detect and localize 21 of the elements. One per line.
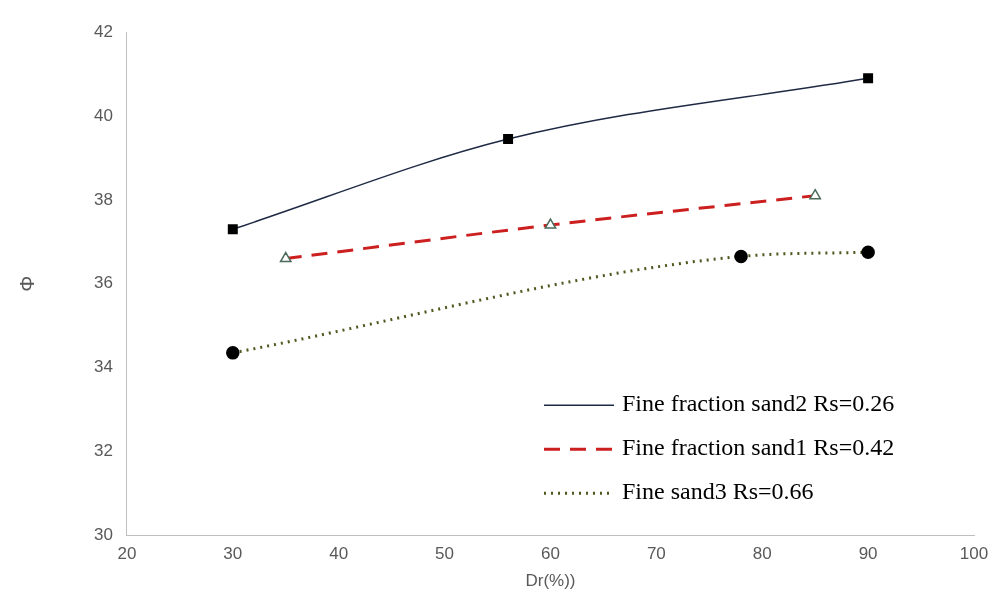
legend-label: Fine sand3 Rs=0.66: [622, 478, 814, 505]
x-tick-label: 50: [435, 544, 455, 564]
y-tick-label: 34: [93, 357, 113, 377]
x-tick-label: 80: [752, 544, 772, 564]
y-tick-label: 32: [93, 441, 113, 461]
x-tick-label: 70: [646, 544, 666, 564]
legend-label: Fine fraction sand1 Rs=0.42: [622, 434, 895, 461]
y-tick-label: 42: [93, 21, 113, 41]
x-tick-label: 20: [117, 544, 137, 564]
y-tick-label: 30: [93, 524, 113, 544]
y-tick-label: 38: [93, 189, 113, 209]
y-tick-label: 36: [93, 273, 113, 293]
x-tick-label: 60: [540, 544, 560, 564]
x-tick-label: 30: [223, 544, 243, 564]
y-axis-title: Φ: [15, 275, 38, 292]
legend-label: Fine fraction sand2 Rs=0.26: [622, 390, 895, 417]
x-axis-title: Dr(%)): [525, 571, 576, 591]
y-tick-label: 40: [93, 105, 113, 125]
x-tick-label: 90: [858, 544, 878, 564]
x-tick-label: 100: [959, 544, 989, 564]
x-tick-label: 40: [329, 544, 349, 564]
